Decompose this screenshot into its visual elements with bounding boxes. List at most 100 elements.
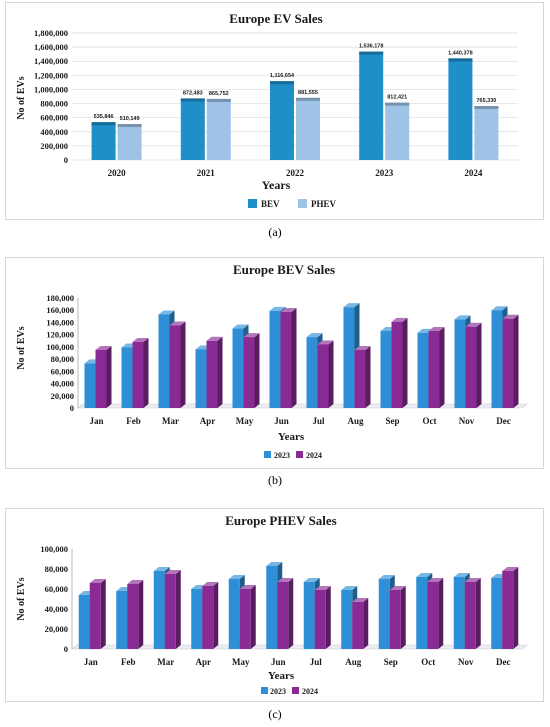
bar-top [169,321,186,326]
y-tick-label: 40,000 [45,604,68,614]
bar-side [476,322,482,408]
bar-front [84,363,96,408]
x-tick-label: May [232,657,250,667]
bar-2024-aug [354,345,371,408]
bar-front [132,342,144,408]
x-tick-label: Jan [89,416,103,426]
bar-side [439,327,445,408]
x-tick-label: Jan [84,657,98,667]
bar-bev-2020 [91,122,116,160]
bar-cap [448,58,473,62]
bar-side [438,578,444,649]
bar-front [266,566,278,649]
bar-front [378,579,390,649]
legend-label-bev: BEV [261,199,280,209]
bar-top [127,580,144,584]
bar-bev-2022 [270,81,294,160]
bar-cap [359,51,384,55]
bar-2024-mar [164,570,181,649]
y-tick-label: 180,000 [46,293,74,303]
bar-2024-may [243,333,260,408]
bar-front [341,590,353,649]
bar-top [317,340,334,345]
chart-title: Europe PHEV Sales [225,513,336,528]
legend-label-2024: 2024 [302,687,318,696]
y-tick-label: 20,000 [45,624,68,634]
bar-top [95,345,112,350]
x-tick-label: 2022 [286,168,305,178]
bar-front [491,310,503,408]
bar-side [363,598,369,649]
bar-bev-2023 [359,51,384,161]
bar-2024-apr [206,336,223,408]
bar-phev-2024 [474,106,499,160]
data-label: 1,440,378 [448,50,472,56]
bar-front [427,582,439,649]
bar-top [416,573,433,577]
bar-2024-jul [317,340,334,408]
bar-side [217,336,223,408]
data-label: 1,116,654 [270,73,295,79]
bar-phev-2021 [206,98,231,160]
x-tick-label: Dec [496,657,511,667]
legend-swatch-2024 [296,451,303,458]
bar-2024-nov [464,578,481,649]
chart-title: Europe EV Sales [229,11,322,26]
y-tick-label: 0 [64,644,68,654]
bar-front [158,314,170,408]
y-tick-label: 0 [70,403,74,413]
bar-side [100,579,106,649]
bar-side [250,585,256,649]
chart-panel-ev: Europe EV Sales No of EVs Years 0 200,000… [5,2,544,220]
y-tick-label: 120,000 [46,330,74,340]
bar-front [206,340,218,408]
bar-side [513,314,519,408]
bar-top [378,575,395,579]
bar-front [127,584,139,649]
bar-cap [180,98,205,102]
x-tick-label: Sep [384,657,398,667]
bar-cap [385,102,410,106]
bar-front [317,344,329,408]
bar-side [325,586,331,649]
y-tick-label: 1,000,000 [34,84,68,94]
y-tick-label: 0 [64,155,68,165]
legend-swatch-phev [298,199,307,208]
x-tick-label: 2021 [197,168,216,178]
y-axis-label: No of EVs [16,326,27,369]
bar-front [195,349,207,408]
bar-2024-dec [502,567,519,649]
bar-top [464,578,481,582]
bar-side [180,321,186,408]
bar-2024-aug [352,598,369,649]
x-tick-label: Sep [385,416,399,426]
bar-front [280,312,292,408]
data-label: 812,421 [387,95,407,101]
x-tick-label: Feb [121,657,136,667]
bar-2024-mar [169,321,186,408]
chart-panel-bev: Europe BEV Sales No of EVs Years 0 20,000… [5,257,544,469]
y-tick-label: 1,800,000 [34,28,68,38]
x-tick-label: Nov [459,416,475,426]
bar-top [303,578,320,582]
bar-front [277,582,289,649]
x-tick-label: Mar [162,416,179,426]
bar-top [153,567,170,571]
bar-top [343,303,360,308]
bar-top [239,585,256,589]
x-tick-label: Jul [310,657,323,667]
y-tick-label: 100,000 [40,544,68,554]
y-axis-label: No of EVs [16,76,27,119]
y-tick-label: 600,000 [40,113,68,123]
bar-side [213,582,219,649]
x-tick-label: Feb [126,416,141,426]
bar-side [328,340,334,408]
bar-front [380,331,392,408]
y-tick-label: 20,000 [51,391,74,401]
bar-front [464,582,476,649]
bar-phev-2022 [296,97,320,160]
bar-front [416,577,428,649]
bar-top [502,567,519,571]
legend-swatch-2023 [264,451,271,458]
legend: 2023 2024 [261,687,318,696]
